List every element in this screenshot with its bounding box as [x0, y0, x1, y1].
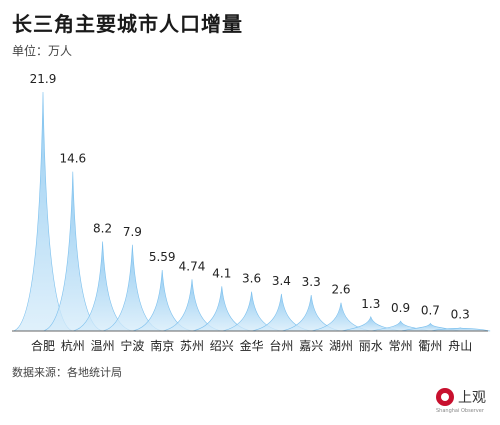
value-label: 4.1 [212, 266, 231, 280]
value-label: 21.9 [30, 72, 57, 86]
category-label: 台州 [269, 338, 293, 353]
value-label: 5.59 [149, 250, 176, 264]
logo-mark-icon [436, 388, 454, 406]
category-label: 丽水 [359, 339, 383, 353]
category-label: 嘉兴 [299, 339, 323, 353]
value-label: 7.9 [123, 225, 142, 239]
logo-subtitle: Shanghai Observer [436, 408, 484, 414]
category-label: 苏州 [180, 339, 204, 353]
logo-text: 上观 [458, 390, 486, 406]
spike-舟山 [430, 327, 491, 332]
category-label: 金华 [240, 338, 264, 353]
category-label: 湖州 [329, 338, 353, 353]
value-label: 0.7 [421, 303, 440, 317]
category-label: 绍兴 [210, 339, 234, 353]
value-label: 3.3 [302, 275, 321, 289]
value-label: 2.6 [331, 283, 350, 297]
category-label: 合肥 [31, 338, 55, 353]
chart-plot: 21.9 14.6 8.2 7.9 5.594.74 4.1 3.6 3.4 3.3 2.6 1.3… [12, 72, 491, 353]
category-label: 常州 [389, 339, 413, 353]
value-label: 3.6 [242, 272, 261, 286]
data-source-note: 数据来源：各地统计局 [12, 366, 122, 379]
value-label: 4.74 [179, 259, 206, 273]
value-label: 0.9 [391, 301, 410, 315]
unit-label: 单位：万人 [12, 44, 73, 58]
value-label: 3.4 [272, 274, 291, 288]
value-label: 1.3 [361, 297, 380, 311]
category-label: 舟山 [448, 339, 472, 353]
spike-杭州 [42, 171, 103, 332]
brand-logo: 上观 Shanghai Observer [436, 386, 496, 420]
value-label: 14.6 [59, 152, 86, 166]
value-label: 8.2 [93, 222, 112, 236]
category-label: 温州 [91, 339, 115, 353]
category-label: 衢州 [418, 339, 442, 353]
category-label: 南京 [150, 338, 174, 353]
chart-title: 长三角主要城市人口增量 [12, 12, 243, 36]
category-label: 宁波 [120, 338, 144, 353]
spike-合肥 [12, 91, 74, 332]
value-label: 0.3 [451, 308, 470, 322]
category-label: 杭州 [61, 338, 85, 353]
